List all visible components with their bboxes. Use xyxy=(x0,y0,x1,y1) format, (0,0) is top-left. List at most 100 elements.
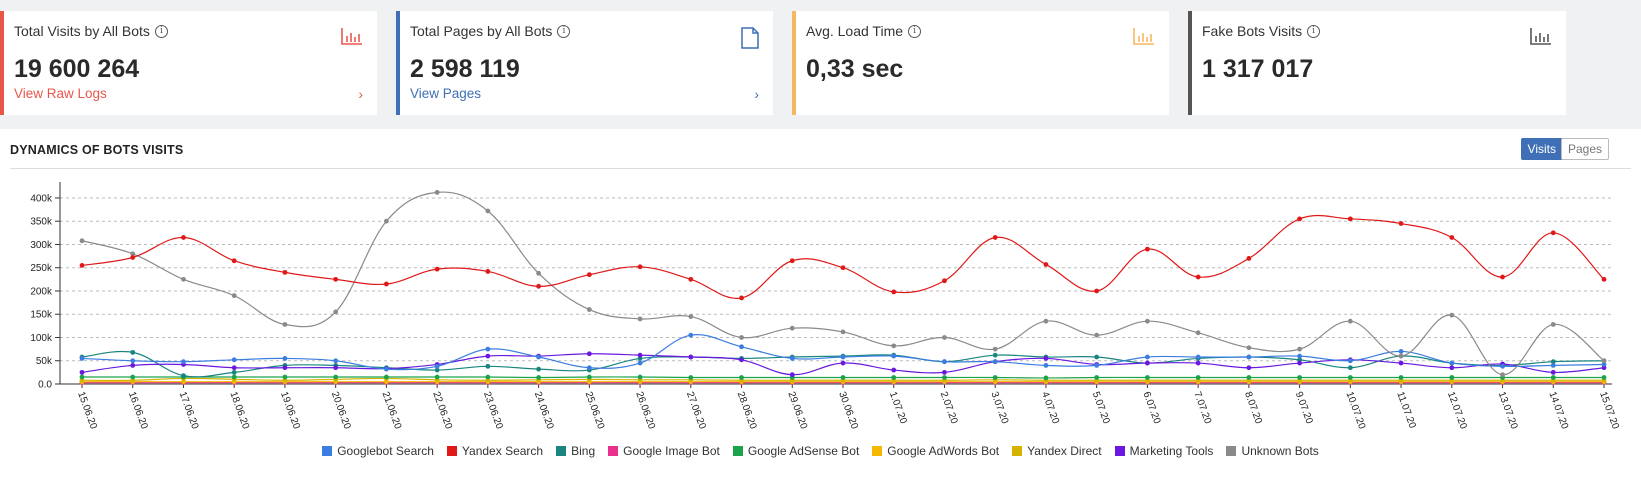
data-point xyxy=(789,258,795,264)
data-point xyxy=(1347,365,1353,371)
data-point xyxy=(1297,375,1302,380)
data-point xyxy=(891,367,897,373)
info-icon[interactable]: i xyxy=(908,24,922,38)
data-point xyxy=(1550,375,1556,380)
card-value: 0,33 sec xyxy=(806,55,904,83)
data-point xyxy=(130,349,136,355)
legend-item[interactable]: Marketing Tools xyxy=(1114,444,1213,458)
x-tick-label: 17.06.20 xyxy=(177,390,201,431)
card-value: 19 600 264 xyxy=(14,55,140,83)
data-point xyxy=(1398,221,1404,226)
data-point xyxy=(1297,216,1302,222)
data-point xyxy=(231,258,237,264)
panel-title: DYNAMICS OF BOTS VISITS xyxy=(10,143,184,157)
data-point xyxy=(942,335,947,340)
data-point xyxy=(840,329,846,335)
pages-toggle-button[interactable]: Pages xyxy=(1560,138,1609,160)
legend-swatch xyxy=(872,446,883,456)
data-point xyxy=(1246,365,1252,371)
data-point xyxy=(231,293,237,299)
x-tick-label: 13.07.20 xyxy=(1496,390,1520,431)
data-point xyxy=(1347,375,1353,380)
view-pages-link[interactable]: View Pages xyxy=(410,86,482,101)
data-point xyxy=(1094,354,1100,360)
data-point xyxy=(840,265,846,271)
data-point xyxy=(1550,322,1556,327)
data-point xyxy=(1500,363,1505,369)
legend-item[interactable]: Yandex Direct xyxy=(1012,444,1102,458)
legend-swatch xyxy=(322,446,333,456)
data-point xyxy=(1550,362,1556,368)
data-point xyxy=(231,369,237,375)
data-point xyxy=(586,374,592,380)
legend-item[interactable]: Google AdWords Bot xyxy=(872,444,999,458)
bots-visits-panel: DYNAMICS OF BOTS VISITS Visits Pages 0.0… xyxy=(0,129,1641,499)
x-tick-label: 16.06.20 xyxy=(126,390,150,431)
series-line-unknown-bots xyxy=(81,191,1605,376)
data-point xyxy=(485,346,491,352)
data-point xyxy=(282,269,288,275)
chart-legend: Googlebot Search Yandex Search Bing Google … xyxy=(0,444,1641,458)
data-point xyxy=(1094,362,1100,368)
legend-item[interactable]: Bing xyxy=(556,444,595,458)
data-point xyxy=(1145,246,1150,252)
data-point xyxy=(1550,359,1556,365)
legend-item[interactable]: Unknown Bots xyxy=(1226,444,1319,458)
data-point xyxy=(992,346,998,352)
x-tick-label: 21.06.20 xyxy=(380,390,404,431)
data-point xyxy=(586,272,592,278)
x-tick-label: 30.06.20 xyxy=(836,390,860,431)
x-tick-label: 15.06.20 xyxy=(75,390,99,431)
data-point xyxy=(637,264,643,270)
legend-item[interactable]: Googlebot Search xyxy=(322,444,434,458)
legend-label: Yandex Direct xyxy=(1027,444,1102,458)
divider xyxy=(10,168,1631,169)
data-point xyxy=(130,374,136,380)
legend-item[interactable]: Google Image Bot xyxy=(608,444,720,458)
data-point xyxy=(1246,345,1252,351)
visits-toggle-button[interactable]: Visits xyxy=(1520,138,1563,160)
legend-swatch xyxy=(732,446,743,456)
data-point xyxy=(536,270,541,276)
data-point xyxy=(1043,318,1049,324)
data-point xyxy=(1246,354,1252,360)
data-point xyxy=(992,359,998,365)
bar-chart-icon xyxy=(341,27,363,50)
data-point xyxy=(485,353,491,359)
data-point xyxy=(282,374,288,380)
view-raw-logs-link[interactable]: View Raw Logs xyxy=(14,86,107,101)
info-icon[interactable]: i xyxy=(557,24,571,38)
x-tick-label: 14.07.20 xyxy=(1546,390,1570,431)
data-point xyxy=(434,367,440,373)
data-point xyxy=(1195,330,1201,336)
data-point xyxy=(1398,349,1404,354)
x-tick-label: 23.06.20 xyxy=(481,390,505,431)
x-tick-label: 11.07.20 xyxy=(1394,390,1418,430)
info-icon[interactable]: i xyxy=(154,24,168,38)
data-point xyxy=(384,366,389,372)
data-point xyxy=(688,314,694,319)
data-point xyxy=(1043,362,1049,368)
chevron-right-icon[interactable]: › xyxy=(358,86,363,102)
data-point xyxy=(384,374,389,380)
data-point xyxy=(942,359,947,365)
legend-label: Google Image Bot xyxy=(623,444,720,458)
info-icon[interactable]: i xyxy=(1307,24,1321,38)
data-point xyxy=(536,375,541,380)
series-line-yandex-search xyxy=(81,214,1605,299)
data-point xyxy=(688,375,694,380)
data-point xyxy=(637,316,643,322)
data-point xyxy=(1145,318,1150,324)
y-tick-label: 150k xyxy=(30,310,53,321)
legend-item[interactable]: Yandex Search xyxy=(446,444,543,458)
data-point xyxy=(637,360,643,366)
data-point xyxy=(891,289,897,295)
chevron-right-icon[interactable]: › xyxy=(754,86,759,102)
data-point xyxy=(1601,276,1607,282)
data-point xyxy=(942,375,947,380)
legend-item[interactable]: Google AdSense Bot xyxy=(732,444,859,458)
data-point xyxy=(282,365,288,371)
data-point xyxy=(1297,353,1302,359)
x-tick-label: 15.07.20 xyxy=(1597,390,1621,431)
bar-chart-icon xyxy=(1530,27,1552,50)
